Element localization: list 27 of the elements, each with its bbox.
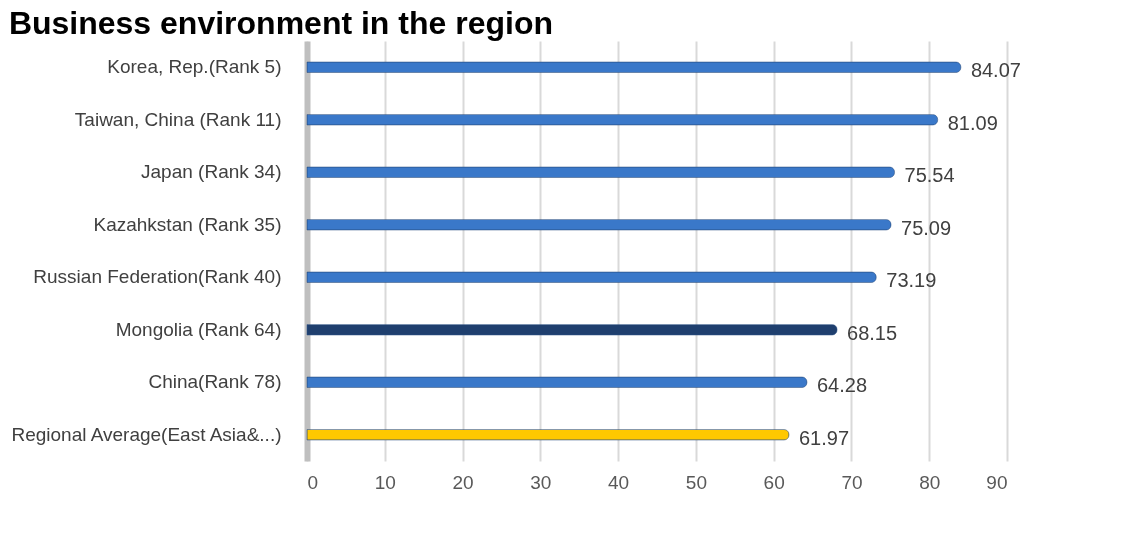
data-label: 61.97	[798, 426, 850, 449]
x-tick-label: 10	[374, 471, 396, 493]
x-tick-label: 60	[763, 471, 785, 493]
data-label: 81.09	[947, 111, 998, 134]
x-tick-label: 30	[530, 471, 552, 493]
data-label: 64.28	[816, 374, 868, 397]
y-tick-label: China(Rank 78)	[148, 371, 282, 393]
data-label: 75.09	[901, 216, 952, 239]
y-tick-label: Mongolia (Rank 64)	[115, 318, 282, 340]
y-tick-label: Russian Federation(Rank 40)	[33, 266, 282, 288]
chart-title: Business environment in the region	[8, 5, 553, 41]
y-tick-label: Japan (Rank 34)	[141, 161, 282, 183]
data-label: 75.54	[904, 164, 955, 187]
y-tick-label: Korea, Rep.(Rank 5)	[107, 56, 282, 78]
x-tick-label: 70	[841, 471, 863, 493]
data-label: 68.15	[847, 321, 898, 344]
y-tick-label: Kazahkstan (Rank 35)	[93, 213, 282, 235]
x-tick-label: 50	[685, 471, 707, 493]
x-tick-label: 80	[919, 471, 941, 493]
x-tick-label: 0	[307, 471, 319, 493]
data-label: 73.19	[886, 269, 937, 292]
data-label: 84.07	[970, 59, 1021, 82]
y-tick-label: Regional Average(East Asia&...)	[11, 423, 282, 445]
y-tick-label: Taiwan, China (Rank 11)	[74, 108, 282, 130]
x-tick-label: 40	[608, 471, 630, 493]
x-tick-label: 90	[986, 471, 1008, 493]
x-tick-label: 20	[452, 471, 474, 493]
